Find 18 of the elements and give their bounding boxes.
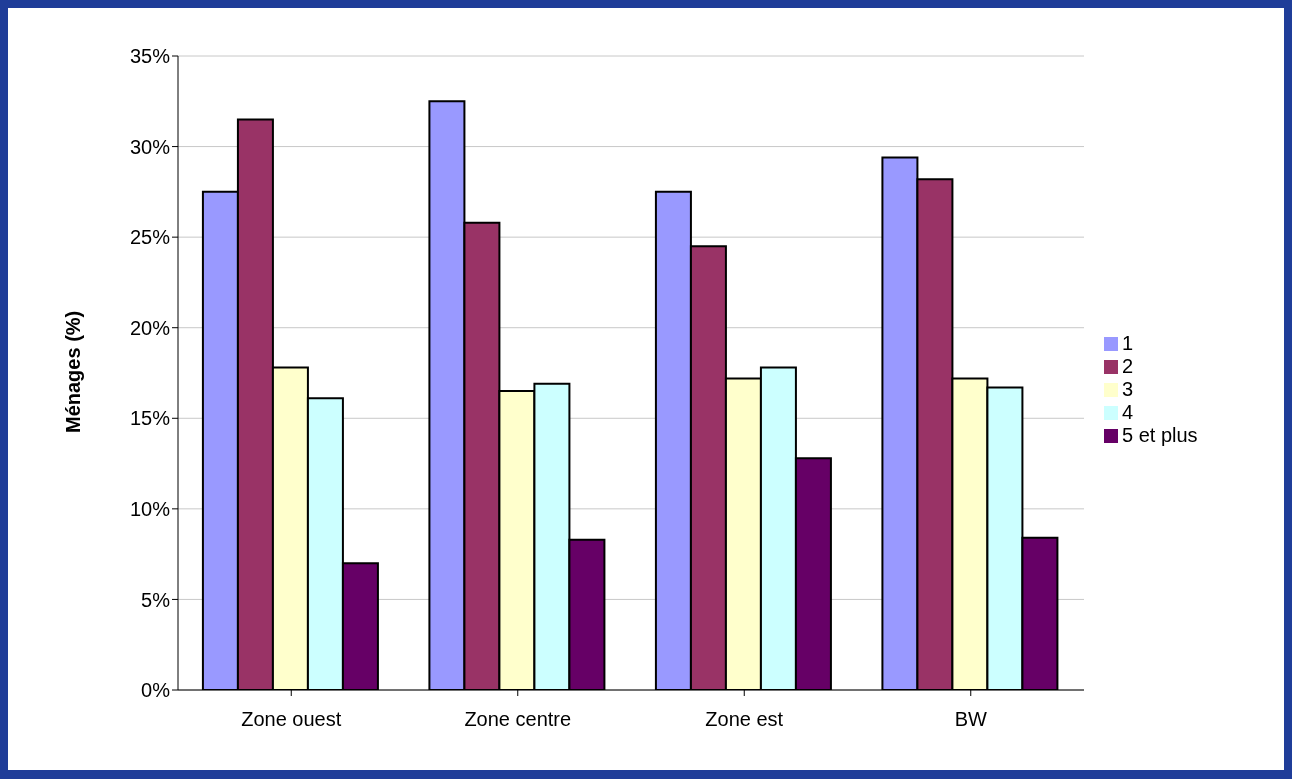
y-axis-title: Ménages (%): [62, 310, 85, 433]
legend-label: 3: [1122, 377, 1134, 400]
y-tick-label: 0%: [141, 679, 171, 702]
y-tick-label: 15%: [129, 407, 171, 430]
y-tick-label: 5%: [141, 588, 171, 611]
x-tick-label: Zone ouest: [241, 708, 342, 731]
x-tick-label: Zone centre: [464, 708, 572, 731]
x-tick-label: Zone est: [705, 708, 784, 731]
y-tick-label: 10%: [129, 497, 171, 520]
y-tick-label: 25%: [129, 226, 171, 249]
x-tick-label: BW: [954, 708, 987, 731]
legend-label: 1: [1122, 331, 1134, 354]
y-tick-label: 30%: [129, 135, 171, 158]
y-tick-label: 35%: [129, 45, 171, 68]
legend-label: 2: [1122, 354, 1134, 377]
legend-label: 5 et plus: [1122, 423, 1198, 446]
y-tick-label: 20%: [129, 316, 171, 339]
legend-label: 4: [1122, 400, 1134, 423]
